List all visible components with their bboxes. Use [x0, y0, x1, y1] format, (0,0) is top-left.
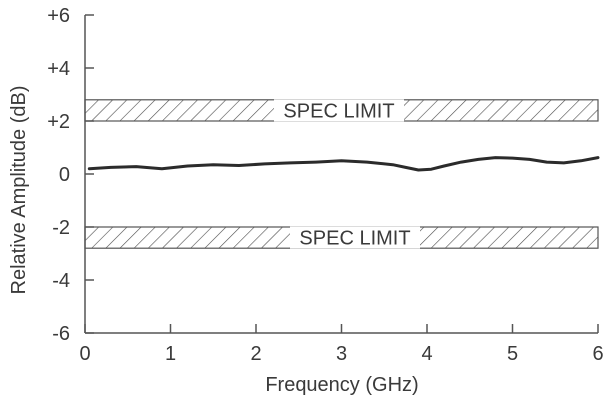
series-line — [87, 156, 600, 172]
x-tick-label: 4 — [421, 343, 432, 365]
y-tick-label: +6 — [47, 5, 70, 27]
x-tick-label: 6 — [592, 343, 603, 365]
spec-limit-label-bg — [274, 99, 404, 122]
y-tick-label: +4 — [47, 58, 70, 80]
x-axis-label: Frequency (GHz) — [265, 374, 418, 396]
y-tick-label: 0 — [59, 164, 70, 186]
x-tick-label: 3 — [336, 343, 347, 365]
x-tick-label: 0 — [79, 343, 90, 365]
spec-limit-label-bg — [290, 226, 420, 249]
x-ticks: 0 1 2 3 4 5 6 — [79, 324, 604, 365]
y-tick-label: -2 — [52, 217, 70, 239]
x-tick-label: 1 — [165, 343, 176, 365]
spec-limit-label: SPEC LIMIT — [299, 228, 410, 250]
y-tick-label: -4 — [52, 270, 70, 292]
x-tick-label: 5 — [507, 343, 518, 365]
y-tick-label: -6 — [52, 323, 70, 345]
y-tick-label: +2 — [47, 111, 70, 133]
y-axis-label: Relative Amplitude (dB) — [8, 86, 30, 295]
x-tick-label: 2 — [250, 343, 261, 365]
spec-limit-label: SPEC LIMIT — [283, 100, 394, 122]
spec-limit-bands: SPEC LIMIT SPEC LIMIT — [84, 99, 599, 250]
y-ticks: +6 +4 +2 0 -2 -4 -6 — [47, 5, 94, 345]
